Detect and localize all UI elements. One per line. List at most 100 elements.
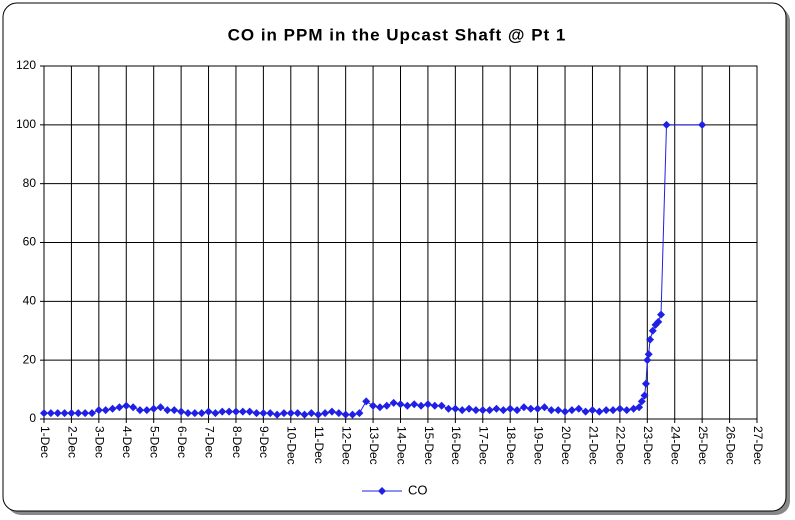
data-point bbox=[252, 409, 261, 418]
x-tick-label: 6-Dec bbox=[175, 426, 189, 458]
data-point bbox=[375, 403, 384, 412]
data-point bbox=[698, 120, 707, 129]
data-point bbox=[622, 406, 631, 415]
data-point bbox=[471, 406, 480, 415]
data-point bbox=[135, 406, 144, 415]
x-tick-label: 23-Dec bbox=[641, 426, 655, 465]
data-point bbox=[40, 409, 48, 418]
data-point bbox=[369, 401, 378, 410]
data-point bbox=[321, 409, 330, 418]
x-tick-label: 15-Dec bbox=[422, 426, 436, 465]
data-point bbox=[348, 410, 357, 419]
data-point bbox=[170, 406, 179, 415]
x-tick-label: 7-Dec bbox=[202, 426, 216, 458]
data-point bbox=[177, 407, 186, 416]
data-point bbox=[417, 401, 426, 410]
data-point bbox=[231, 407, 240, 416]
data-point bbox=[519, 403, 528, 412]
x-tick-label: 3-Dec bbox=[93, 426, 107, 458]
x-tick-label: 22-Dec bbox=[614, 426, 628, 465]
data-point bbox=[451, 404, 460, 413]
data-point bbox=[423, 400, 432, 409]
data-point bbox=[595, 407, 604, 416]
data-point bbox=[204, 407, 213, 416]
data-point bbox=[526, 404, 535, 413]
data-point bbox=[485, 406, 494, 415]
x-tick-label: 18-Dec bbox=[504, 426, 518, 465]
y-tick-label: 80 bbox=[23, 176, 37, 190]
data-point bbox=[654, 317, 663, 326]
data-point bbox=[561, 407, 570, 416]
data-point bbox=[646, 335, 655, 344]
data-point bbox=[341, 410, 350, 419]
data-point bbox=[430, 401, 439, 410]
x-tick-label: 11-Dec bbox=[312, 426, 326, 464]
data-point bbox=[101, 406, 110, 415]
data-point bbox=[60, 409, 69, 418]
data-point bbox=[478, 406, 487, 415]
data-point bbox=[300, 410, 309, 419]
data-point bbox=[588, 406, 597, 415]
x-tick-label: 24-Dec bbox=[669, 426, 683, 465]
data-point bbox=[640, 391, 649, 400]
x-tick-label: 9-Dec bbox=[257, 426, 271, 458]
data-point bbox=[643, 356, 652, 365]
data-point bbox=[245, 407, 254, 416]
data-point bbox=[637, 397, 646, 406]
data-point bbox=[307, 409, 316, 418]
data-point bbox=[540, 403, 549, 412]
data-point bbox=[499, 406, 508, 415]
legend-marker bbox=[378, 487, 386, 495]
data-point bbox=[53, 409, 62, 418]
chart-title: CO in PPM in the Upcast Shaft @ Pt 1 bbox=[228, 25, 567, 44]
data-point bbox=[465, 404, 474, 413]
y-tick-label: 40 bbox=[23, 294, 37, 308]
x-tick-label: 25-Dec bbox=[696, 426, 710, 465]
data-point bbox=[609, 406, 618, 415]
data-point bbox=[635, 403, 644, 412]
x-tick-label: 27-Dec bbox=[751, 426, 765, 465]
legend-label: CO bbox=[408, 482, 428, 497]
x-tick-label: 26-Dec bbox=[723, 426, 737, 465]
data-point bbox=[513, 406, 522, 415]
data-point bbox=[437, 401, 446, 410]
data-point bbox=[279, 409, 288, 418]
data-point bbox=[115, 403, 124, 412]
x-tick-label: 8-Dec bbox=[230, 426, 244, 458]
data-point bbox=[266, 409, 275, 418]
data-point bbox=[286, 409, 295, 418]
data-point bbox=[382, 401, 391, 410]
data-point bbox=[458, 406, 467, 415]
data-point bbox=[94, 406, 103, 415]
x-tick-label: 5-Dec bbox=[148, 426, 162, 458]
data-point bbox=[122, 401, 131, 410]
data-point bbox=[389, 398, 398, 407]
data-point bbox=[362, 397, 371, 406]
data-point bbox=[190, 409, 199, 418]
data-point bbox=[293, 409, 302, 418]
data-point bbox=[554, 406, 563, 415]
data-point bbox=[641, 379, 650, 388]
data-point bbox=[355, 409, 364, 418]
data-point bbox=[574, 404, 583, 413]
data-point bbox=[225, 407, 234, 416]
data-point bbox=[238, 407, 247, 416]
data-point bbox=[74, 409, 83, 418]
y-tick-label: 20 bbox=[23, 352, 37, 366]
y-tick-label: 100 bbox=[16, 117, 36, 131]
data-point bbox=[410, 400, 419, 409]
data-point bbox=[492, 404, 501, 413]
data-point bbox=[657, 310, 666, 319]
data-point bbox=[602, 406, 611, 415]
data-point bbox=[67, 409, 76, 418]
x-tick-label: 16-Dec bbox=[449, 426, 463, 465]
x-tick-label: 10-Dec bbox=[285, 426, 299, 465]
data-point bbox=[197, 409, 206, 418]
x-tick-label: 17-Dec bbox=[477, 426, 491, 465]
data-point bbox=[403, 401, 412, 410]
data-point bbox=[581, 407, 590, 416]
x-tick-label: 13-Dec bbox=[367, 426, 381, 465]
data-point bbox=[108, 404, 117, 413]
